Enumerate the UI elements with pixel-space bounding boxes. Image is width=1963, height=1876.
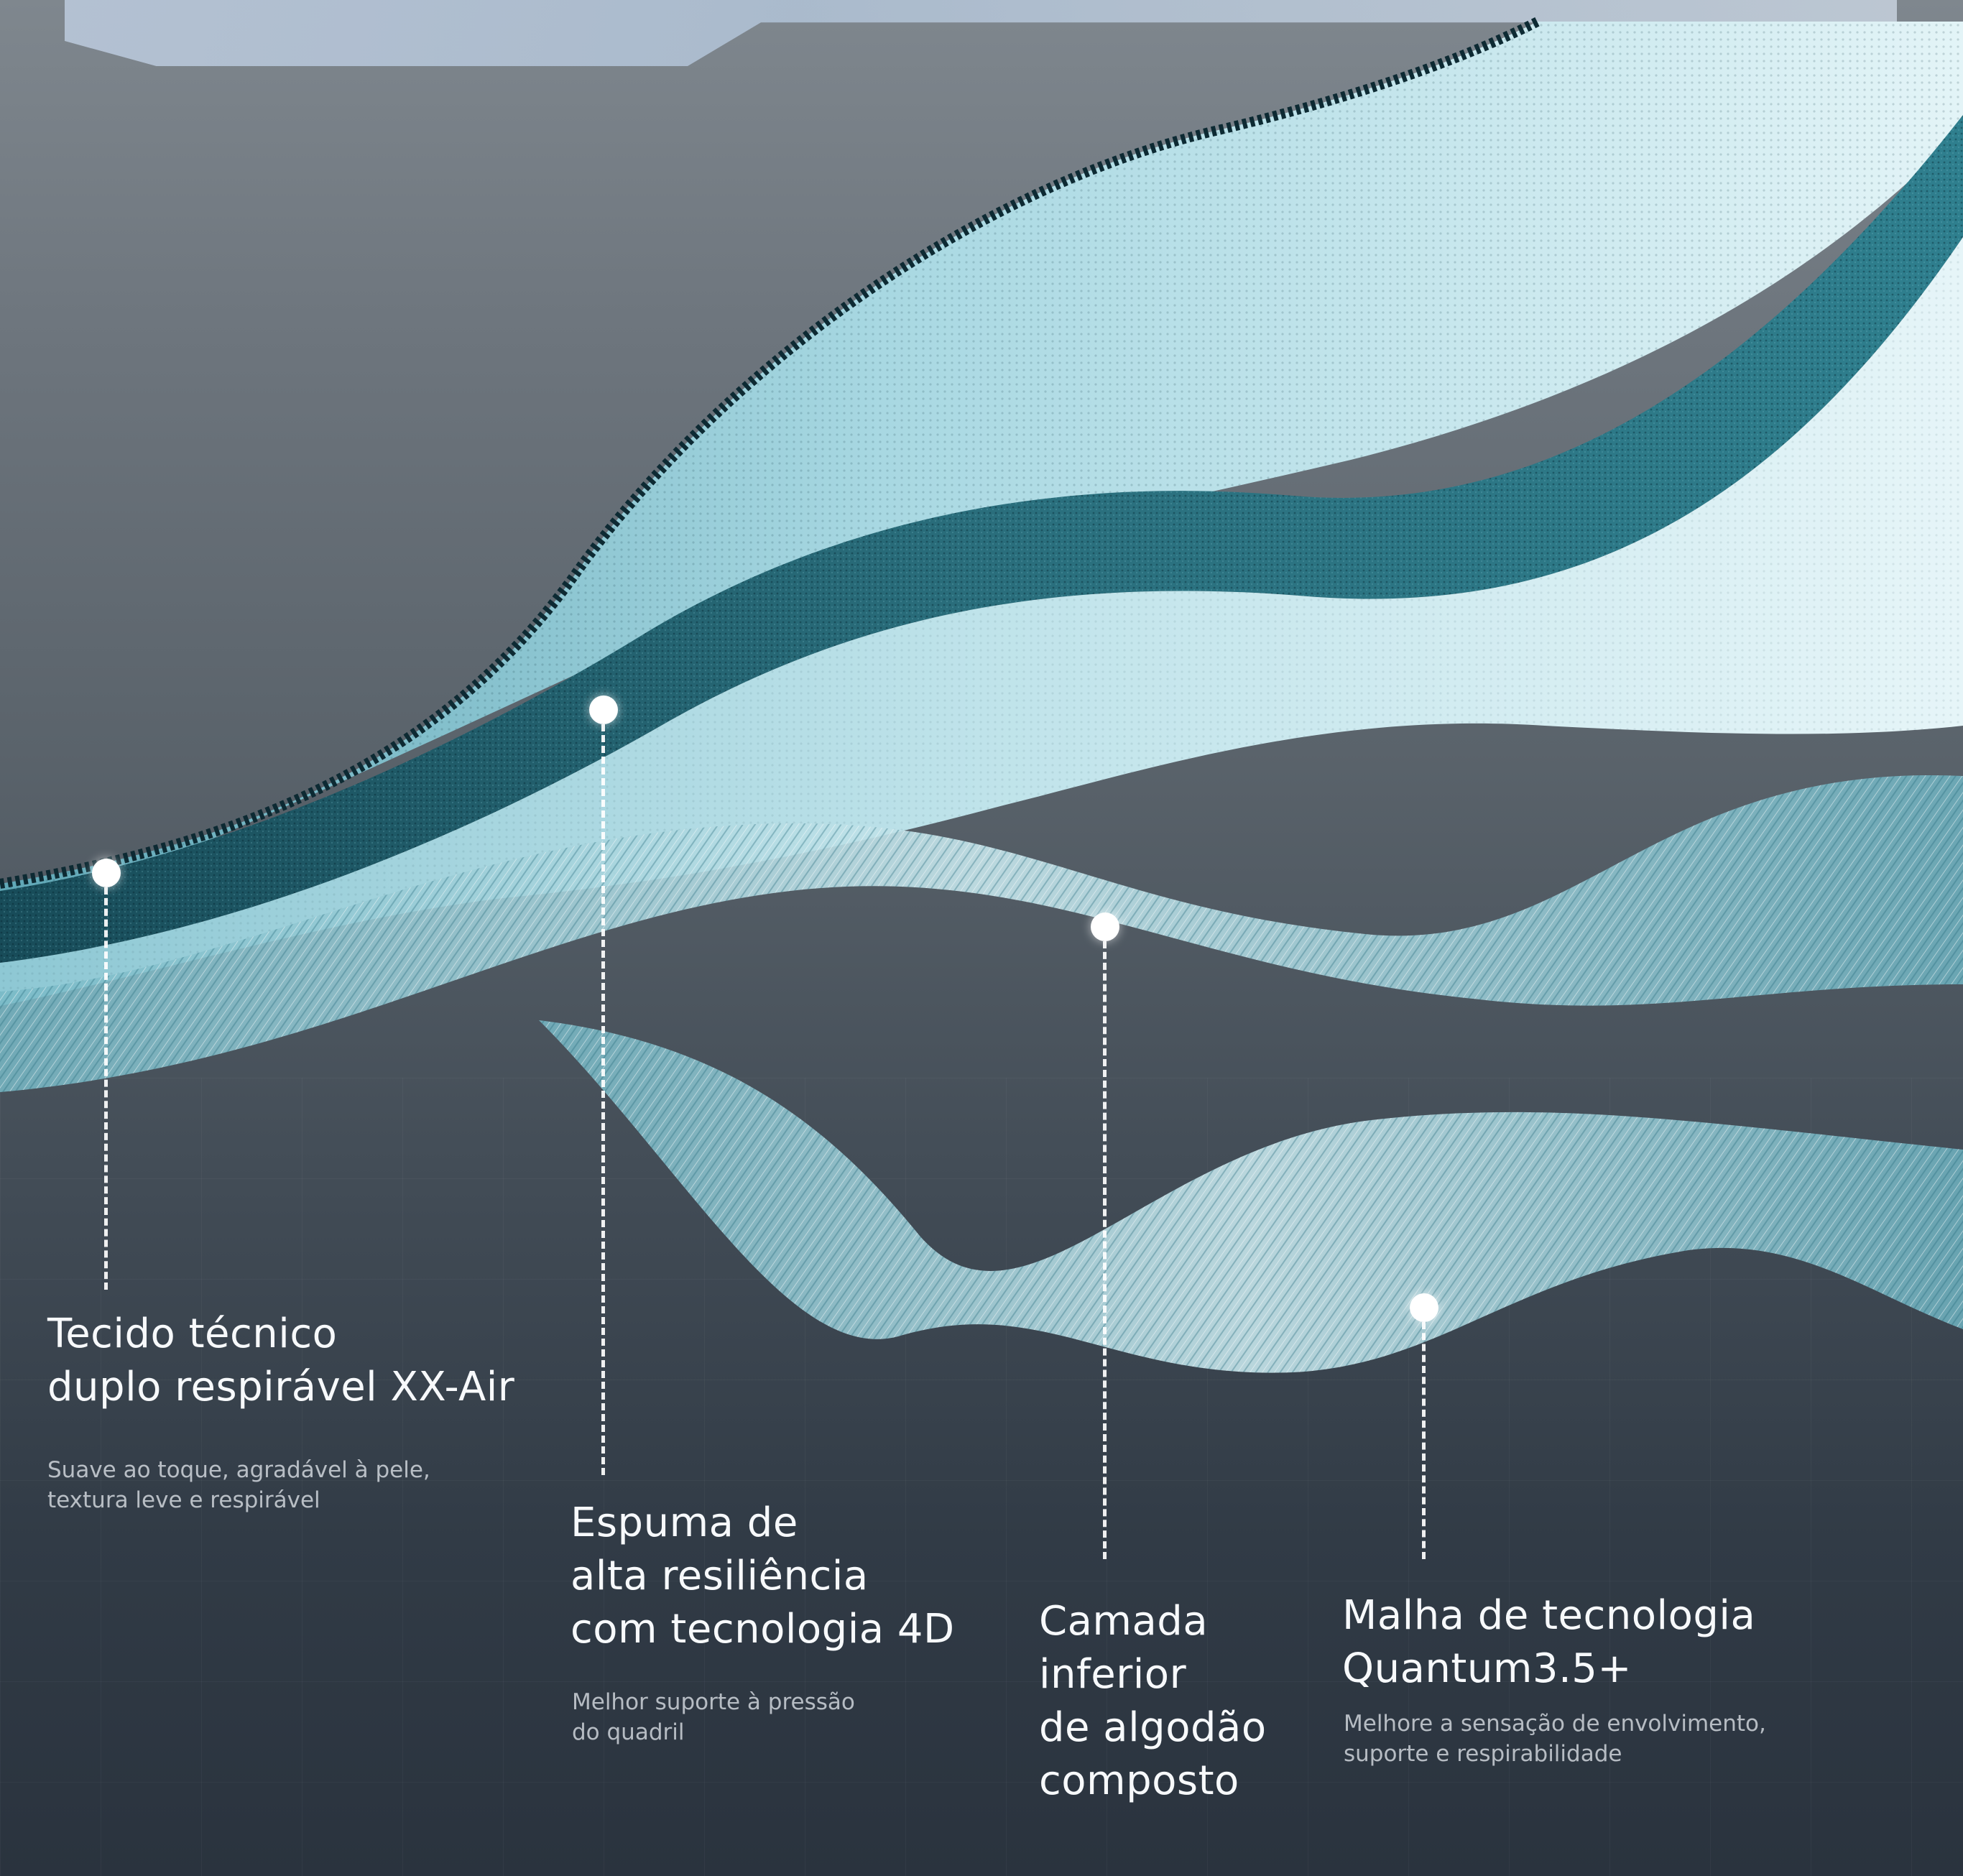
dashed-guide-line	[1422, 1322, 1426, 1559]
marker-dot	[1410, 1293, 1438, 1322]
callout-title: Camada inferior de algodão composto	[1039, 1598, 1267, 1804]
marker-dot	[589, 696, 618, 724]
callout-description: Melhor suporte à pressão do quadril	[572, 1689, 855, 1745]
marker-dot	[1091, 912, 1119, 941]
callout-title: Malha de tecnologia Quantum3.5+	[1342, 1592, 1756, 1692]
dashed-guide-line	[601, 724, 605, 1475]
dashed-guide-line	[104, 887, 108, 1290]
callout-description: Suave ao toque, agradável à pele, textur…	[47, 1457, 430, 1513]
callout-description: Melhore a sensação de envolvimento, supo…	[1344, 1711, 1766, 1767]
marker-dot	[92, 859, 121, 887]
dashed-guide-line	[1103, 941, 1107, 1559]
callout-title: Espuma de alta resiliência com tecnologi…	[571, 1500, 955, 1653]
callout-title: Tecido técnico duplo respirável XX-Air	[47, 1311, 515, 1410]
